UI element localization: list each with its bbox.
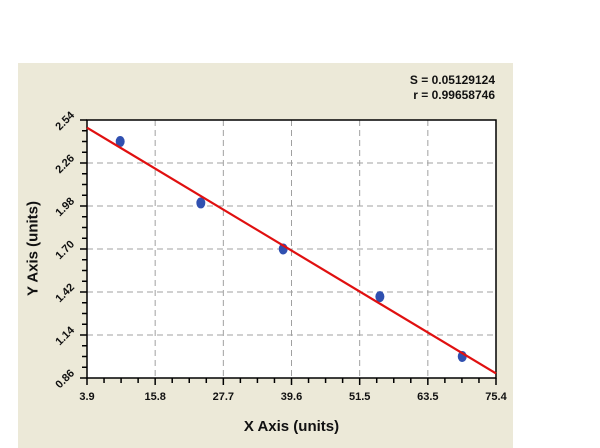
data-point [196,197,206,209]
y-tick-labels: 0.86 1.14 1.42 1.70 1.98 2.26 2.54 [53,109,77,391]
y-tick-label: 1.42 [53,281,77,305]
x-tick-label: 3.9 [79,391,94,403]
x-tick-label: 63.5 [417,391,438,403]
regression-line [86,126,497,375]
y-tick-label: 2.54 [53,109,77,133]
data-series [86,126,497,375]
y-axis-label: Y Axis (units) [24,200,42,297]
x-tick-labels: 3.9 15.8 27.7 39.6 51.5 63.5 75.4 [79,391,507,403]
x-tick-label: 15.8 [144,391,165,403]
y-tick-label: 1.98 [53,195,77,219]
data-point [115,136,125,147]
r-value: r = 0.99658746 [413,88,495,102]
x-tick-label: 51.5 [349,391,370,403]
y-tick-label: 2.26 [53,152,77,176]
s-value: S = 0.05129124 [409,73,495,87]
y-tick-label: 1.14 [53,324,77,348]
y-tick-label: 0.86 [53,367,77,391]
data-point [375,291,385,303]
plot-border [86,119,497,379]
fit-statistics: S = 0.05129124 r = 0.99658746 [410,73,495,103]
axis-ticks [80,119,497,385]
y-tick-label: 1.70 [53,238,77,262]
x-tick-label: 75.4 [485,391,507,403]
grid-lines [87,120,496,378]
x-axis-label: X Axis (units) [243,418,340,435]
x-tick-label: 27.7 [213,391,234,403]
x-tick-label: 39.6 [281,391,302,403]
